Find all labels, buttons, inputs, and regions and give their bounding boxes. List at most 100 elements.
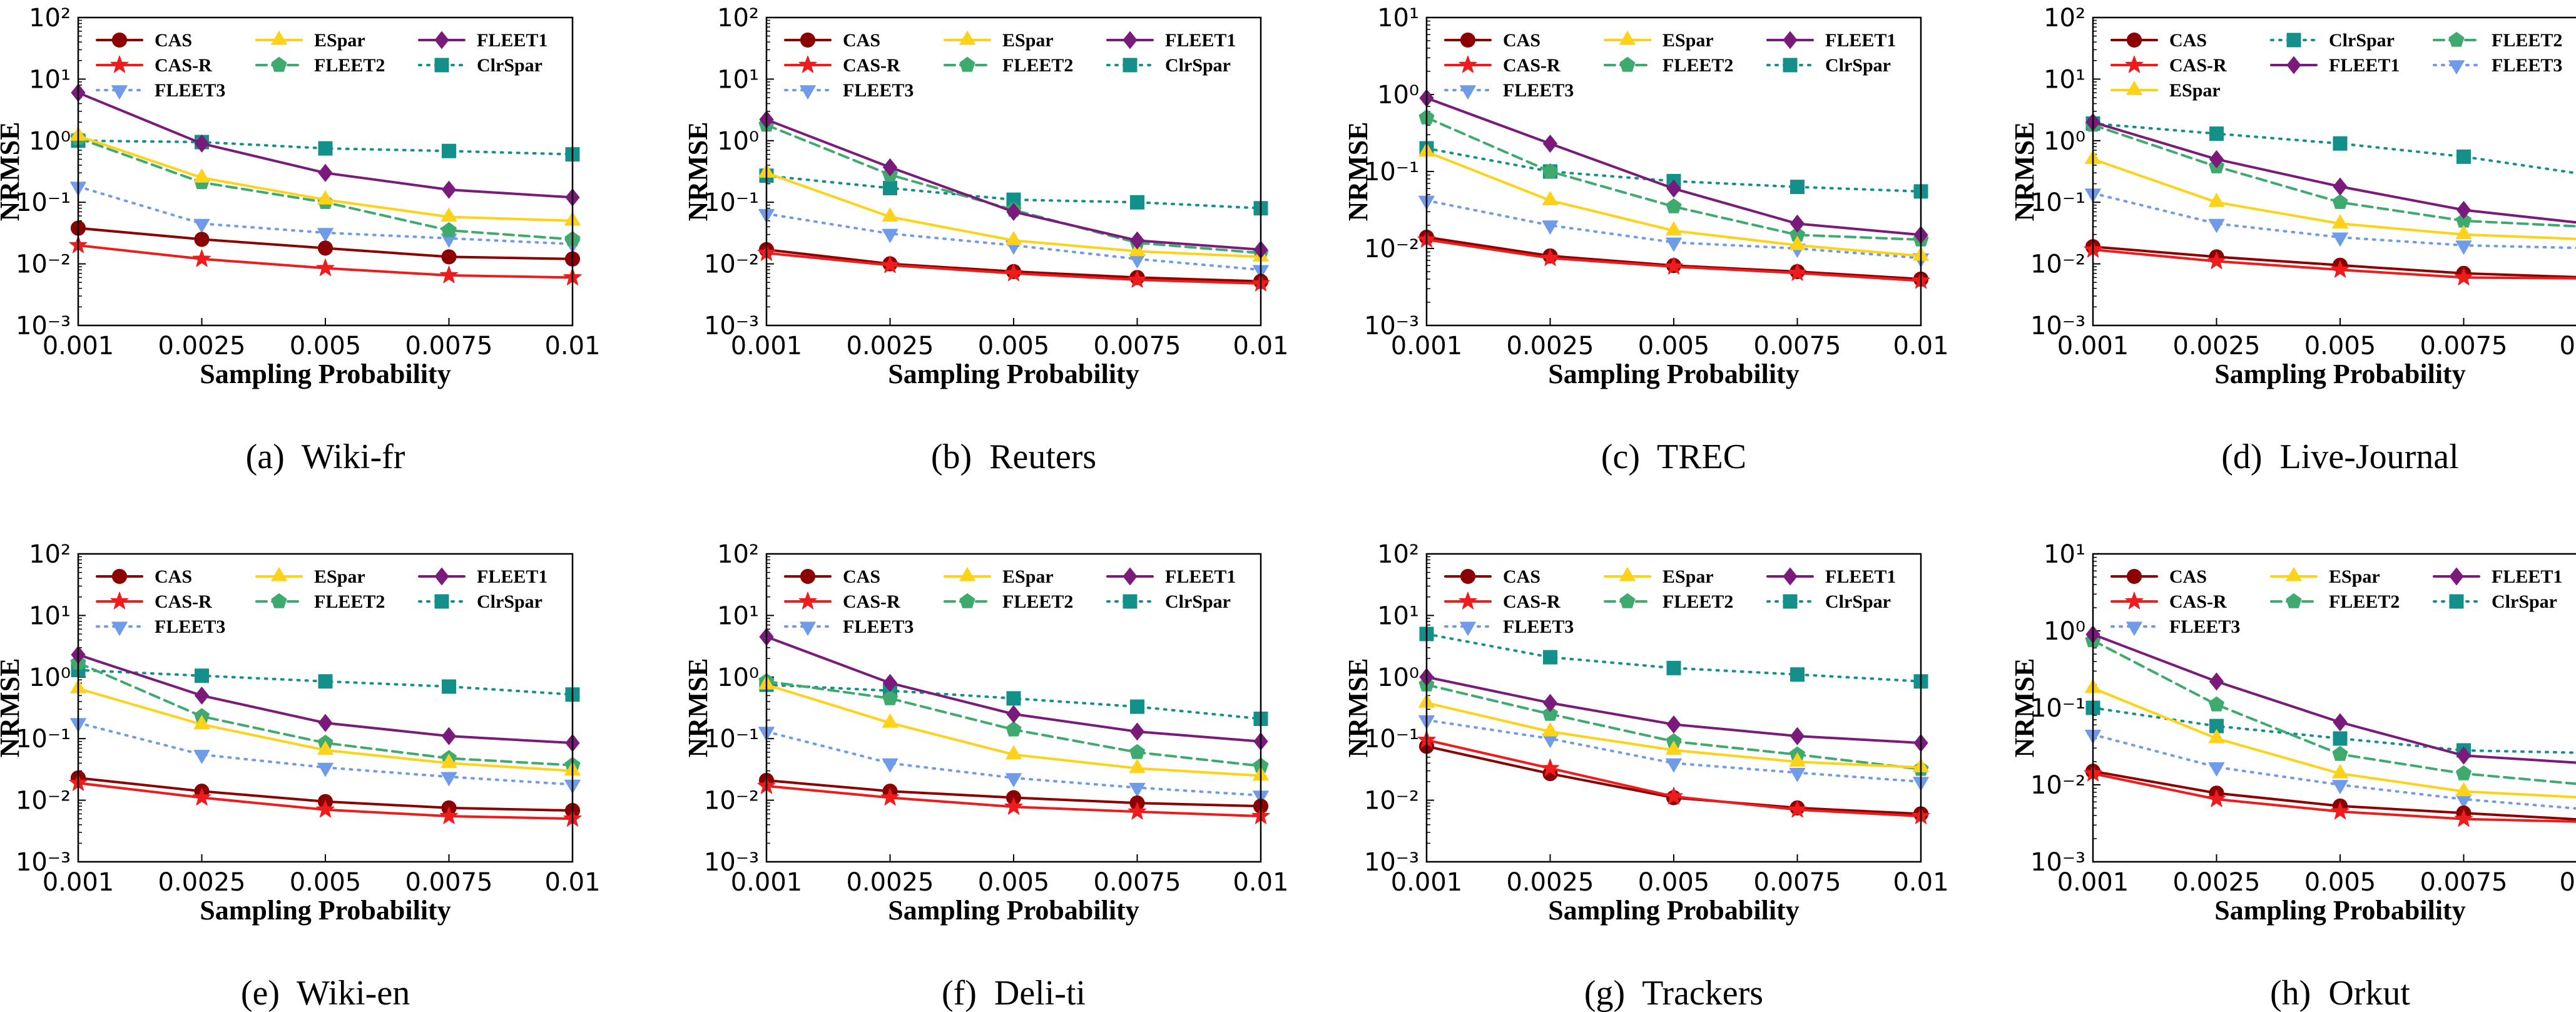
series-fleet1 [2085, 625, 2576, 765]
y-tick-label: 10⁻¹ [16, 725, 71, 754]
y-tick-label: 10⁻² [1364, 235, 1419, 263]
data-point [1129, 254, 1146, 268]
data-point [1004, 797, 1023, 815]
plot-frame [2092, 553, 2576, 863]
data-point [1005, 745, 1022, 760]
data-point [1790, 727, 1805, 745]
x-tick-label: 0.01 [1233, 868, 1288, 897]
y-tick-label: 10⁻² [16, 250, 71, 279]
series-line [2092, 122, 2576, 175]
plot-frame [1425, 553, 1922, 863]
subfigure-caption: (f) Deli-ti [942, 974, 1086, 1012]
legend-label: ESpar [2169, 80, 2221, 101]
y-tick-label: 10² [29, 540, 71, 569]
plot-frame [77, 16, 574, 327]
y-tick-label: 10¹ [2044, 540, 2085, 569]
y-tick-label: 10⁻¹ [2030, 694, 2085, 723]
data-point [1129, 759, 1146, 774]
legend-marker [959, 56, 975, 72]
legend-label: ClrSpar [1165, 591, 1231, 612]
data-point [2209, 126, 2224, 141]
data-point [1130, 195, 1144, 210]
legend-label: FLEET2 [1002, 55, 1073, 76]
subfigure-caption: (d) Live-Journal [2221, 437, 2458, 476]
legend-marker [1123, 31, 1138, 49]
data-point [193, 168, 210, 183]
legend-marker [1619, 567, 1636, 581]
legend-label: ESpar [314, 566, 365, 587]
legend-label: ESpar [1002, 30, 1054, 51]
data-point [195, 687, 209, 705]
legend-label: ClrSpar [1825, 55, 1891, 76]
x-tick-label: 0.0075 [2420, 332, 2508, 360]
data-point [1005, 773, 1022, 787]
x-tick-label: 0.001 [731, 868, 803, 897]
legend-marker [1123, 58, 1138, 73]
data-point [1788, 263, 1807, 281]
series-espar [1418, 693, 1929, 772]
data-point [316, 800, 335, 818]
series-cas-r [2084, 240, 2576, 285]
data-point [2455, 240, 2472, 255]
x-tick-label: 0.01 [1893, 332, 1948, 360]
data-point [2333, 731, 2348, 746]
series-line [2092, 770, 2576, 821]
chart-panel: 10⁻³ 10⁻² 10⁻¹ 10⁰ 10¹ 10² 0.001 0.0025 0.005 0.0… [2009, 4, 2576, 476]
series-line [765, 174, 1262, 210]
y-tick-label: 10⁰ [29, 663, 71, 692]
data-point [1540, 248, 1560, 266]
data-point [318, 164, 333, 182]
series-line [1425, 199, 1922, 260]
data-point [882, 758, 899, 773]
legend-marker [1460, 621, 1476, 636]
series-fleet2 [2085, 632, 2576, 785]
series-clrspar [2085, 700, 2576, 758]
subfigure-caption: (b) Reuters [931, 437, 1096, 476]
data-point [1543, 693, 1557, 712]
legend: CAS ESpar FLEET1 CAS-R FLEET2 ClrSpar FLEET3 [2110, 566, 2562, 637]
data-point [2207, 252, 2226, 269]
legend-marker [434, 58, 449, 73]
data-point [1543, 650, 1557, 665]
series-line [2092, 707, 2576, 754]
x-tick-label: 0.001 [2057, 868, 2129, 897]
chart-panel: 10⁻³ 10⁻² 10⁻¹ 10⁰ 10¹ 10² 0.001 0.0025 0.005 0.0… [683, 4, 1289, 476]
legend-label: ESpar [2329, 566, 2380, 587]
y-tick-label: 10⁻² [2030, 250, 2085, 279]
y-tick-label: 10⁻³ [16, 848, 71, 877]
x-tick-label: 0.001 [2057, 332, 2129, 360]
data-point [317, 240, 333, 256]
legend-label: CAS-R [155, 55, 212, 76]
series-cas [2085, 764, 2576, 821]
legend-marker [1123, 567, 1138, 586]
legend-label: FLEET3 [1503, 80, 1574, 101]
data-point [2332, 232, 2348, 247]
legend: CAS ESpar FLEET1 CAS-R FLEET2 ClrSpar FLEET3 [96, 566, 547, 637]
y-tick-label: 10¹ [1377, 4, 1419, 33]
data-point [2454, 268, 2473, 285]
legend-label: CAS [2169, 30, 2207, 51]
legend-label: FLEET3 [155, 616, 225, 637]
series-espar [758, 163, 1269, 262]
legend-label: FLEET2 [1002, 591, 1073, 612]
x-tick-label: 0.0075 [2420, 868, 2508, 897]
data-point [1129, 782, 1146, 797]
series-clrspar [1419, 626, 1928, 689]
y-axis-label: NRMSE [0, 122, 25, 222]
legend-marker [1619, 593, 1636, 608]
y-tick-label: 10⁻³ [2030, 848, 2085, 877]
y-tick-label: 10⁰ [2044, 127, 2085, 156]
data-point [1006, 691, 1021, 706]
legend-marker [434, 567, 449, 586]
plot-frame [2092, 16, 2576, 327]
data-point [2332, 764, 2348, 779]
data-point [442, 679, 456, 694]
data-point [2208, 193, 2225, 207]
series-espar [70, 126, 581, 226]
data-point [2456, 746, 2471, 765]
subfigure-caption: (c) TREC [1601, 437, 1746, 476]
series-fleet3 [2085, 188, 2576, 255]
data-point [440, 754, 457, 768]
series-fleet2 [1418, 109, 1929, 247]
